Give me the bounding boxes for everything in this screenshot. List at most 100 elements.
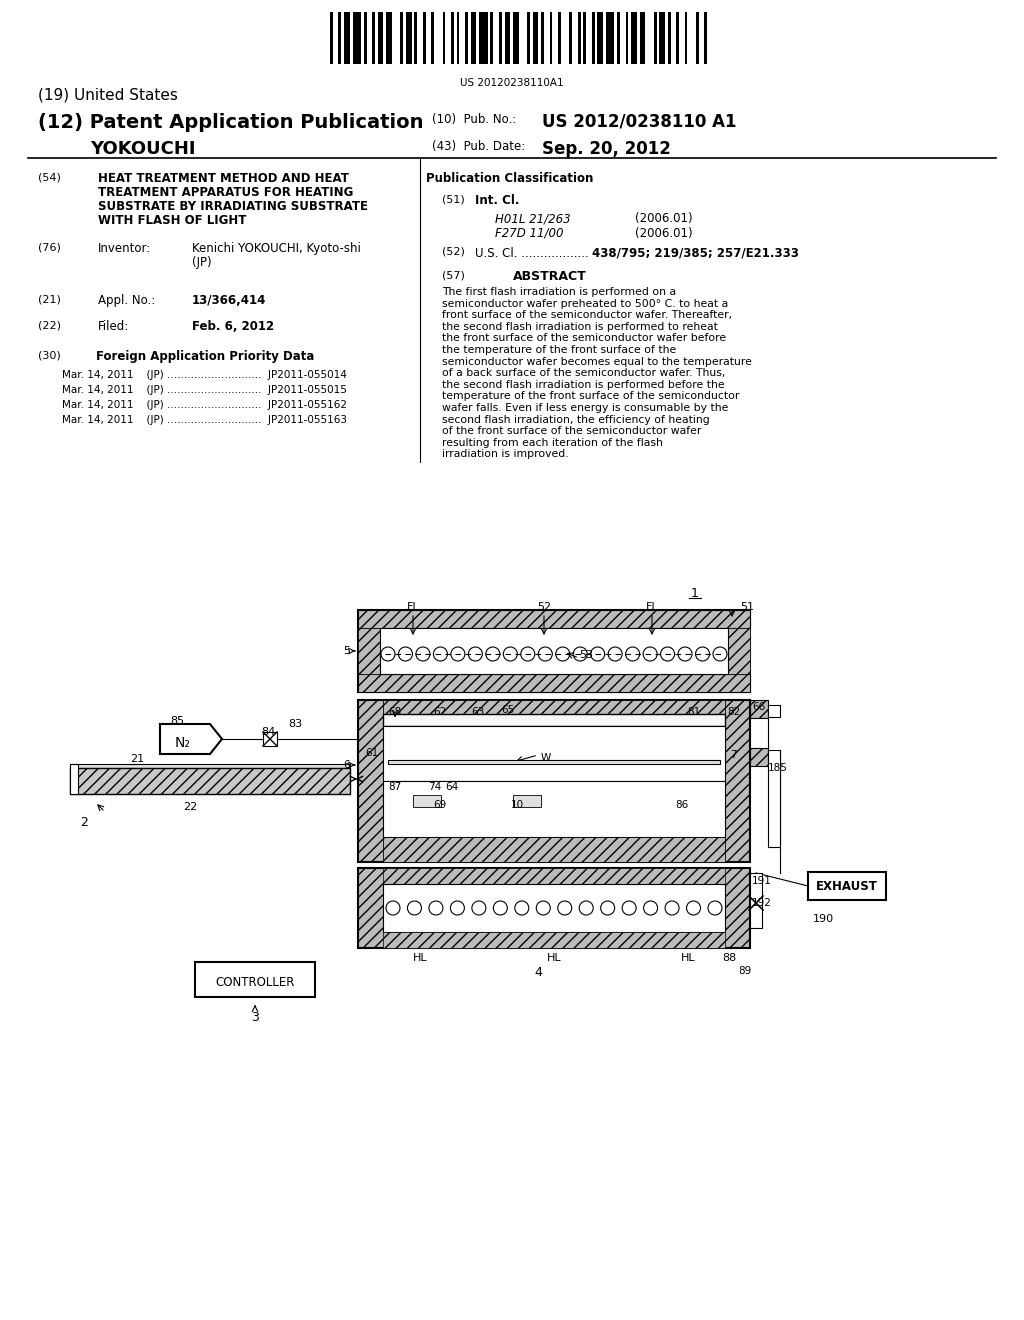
Text: semiconductor wafer becomes equal to the temperature: semiconductor wafer becomes equal to the… [442, 356, 752, 367]
Text: wafer falls. Even if less energy is consumable by the: wafer falls. Even if less energy is cons… [442, 403, 728, 413]
Bar [490, 12, 494, 63]
Circle shape [660, 647, 675, 661]
Bar [479, 12, 487, 63]
Text: 82: 82 [727, 708, 740, 717]
Text: 69: 69 [433, 800, 446, 810]
Bar [617, 12, 620, 63]
Bar [631, 12, 637, 63]
Text: Filed:: Filed: [98, 319, 129, 333]
Circle shape [539, 647, 552, 661]
Text: irradiation is improved.: irradiation is improved. [442, 449, 568, 459]
Circle shape [451, 647, 465, 661]
Text: (30): (30) [38, 350, 60, 360]
Bar [70, 764, 350, 768]
Circle shape [468, 647, 482, 661]
Circle shape [521, 647, 535, 661]
Text: (10)  Pub. No.:: (10) Pub. No.: [432, 114, 516, 125]
Bar [380, 628, 728, 675]
Polygon shape [160, 723, 222, 754]
Text: U.S. Cl. ..................: U.S. Cl. .................. [475, 247, 589, 260]
Bar [364, 12, 367, 63]
Text: 3: 3 [251, 1011, 259, 1024]
Bar [696, 12, 698, 63]
Circle shape [537, 902, 550, 915]
Bar [659, 12, 665, 63]
Text: Inventor:: Inventor: [98, 242, 152, 255]
Text: 65: 65 [501, 705, 514, 715]
Circle shape [695, 647, 710, 661]
Bar [383, 714, 725, 726]
Bar [550, 12, 552, 63]
Text: front surface of the semiconductor wafer. Thereafter,: front surface of the semiconductor wafer… [442, 310, 732, 321]
Bar [592, 12, 595, 63]
Bar [70, 764, 78, 795]
Text: of the front surface of the semiconductor wafer: of the front surface of the semiconducto… [442, 426, 701, 436]
Bar [597, 12, 603, 63]
Bar [388, 760, 720, 764]
Text: 2: 2 [80, 816, 88, 829]
Bar [451, 12, 454, 63]
Bar [400, 12, 403, 63]
Bar [383, 700, 725, 714]
Bar [750, 718, 768, 748]
Text: F27D 11/00: F27D 11/00 [495, 227, 563, 240]
Bar [378, 12, 383, 63]
Text: (2006.01): (2006.01) [635, 227, 692, 240]
Circle shape [626, 647, 640, 661]
Circle shape [644, 902, 657, 915]
Text: (12) Patent Application Publication: (12) Patent Application Publication [38, 114, 424, 132]
Bar [728, 628, 750, 675]
Text: YOKOUCHI: YOKOUCHI [90, 140, 196, 158]
Bar [457, 12, 460, 63]
Text: 1: 1 [691, 587, 699, 601]
Bar [541, 12, 544, 63]
Circle shape [665, 902, 679, 915]
Text: Mar. 14, 2011    (JP) ............................  JP2011-055015: Mar. 14, 2011 (JP) .....................… [62, 385, 347, 395]
Bar [471, 12, 476, 63]
Circle shape [429, 902, 443, 915]
Bar [532, 12, 539, 63]
Bar [750, 700, 768, 718]
Text: resulting from each iteration of the flash: resulting from each iteration of the fla… [442, 438, 663, 447]
Text: (22): (22) [38, 319, 61, 330]
Bar [653, 12, 656, 63]
Circle shape [591, 647, 605, 661]
Text: (57): (57) [442, 271, 465, 280]
Bar [70, 768, 350, 795]
Text: Mar. 14, 2011    (JP) ............................  JP2011-055162: Mar. 14, 2011 (JP) .....................… [62, 400, 347, 411]
Circle shape [601, 902, 614, 915]
Text: 89: 89 [738, 966, 752, 975]
Bar [383, 837, 725, 862]
Text: 83: 83 [288, 719, 302, 729]
Text: 62: 62 [433, 708, 446, 717]
Circle shape [556, 647, 569, 661]
Bar [465, 12, 468, 63]
Text: Mar. 14, 2011    (JP) ............................  JP2011-055014: Mar. 14, 2011 (JP) .....................… [62, 370, 347, 380]
Text: 21: 21 [130, 754, 144, 764]
Text: Mar. 14, 2011    (JP) ............................  JP2011-055163: Mar. 14, 2011 (JP) .....................… [62, 414, 347, 425]
Bar [685, 12, 687, 63]
Text: N₂: N₂ [175, 737, 190, 750]
Text: ABSTRACT: ABSTRACT [513, 271, 587, 282]
Text: 13/366,414: 13/366,414 [193, 294, 266, 308]
Text: of a back surface of the semiconductor wafer. Thus,: of a back surface of the semiconductor w… [442, 368, 725, 379]
Bar [352, 12, 361, 63]
Text: 87: 87 [388, 781, 401, 792]
Text: 86: 86 [675, 800, 688, 810]
Circle shape [686, 902, 700, 915]
Text: the temperature of the front surface of the: the temperature of the front surface of … [442, 345, 676, 355]
Bar [431, 12, 434, 63]
Bar [768, 750, 780, 847]
Text: WITH FLASH OF LIGHT: WITH FLASH OF LIGHT [98, 214, 247, 227]
Text: the second flash irradiation is performed to reheat: the second flash irradiation is performe… [442, 322, 718, 331]
Bar [505, 12, 510, 63]
Text: US 2012/0238110 A1: US 2012/0238110 A1 [542, 114, 736, 131]
Text: W: W [541, 752, 551, 763]
Bar [263, 733, 278, 746]
Text: 68: 68 [388, 708, 401, 717]
Text: Sep. 20, 2012: Sep. 20, 2012 [542, 140, 671, 158]
Bar [344, 12, 350, 63]
Circle shape [623, 902, 636, 915]
Text: 52: 52 [537, 602, 551, 612]
Text: temperature of the front surface of the semiconductor: temperature of the front surface of the … [442, 392, 739, 401]
